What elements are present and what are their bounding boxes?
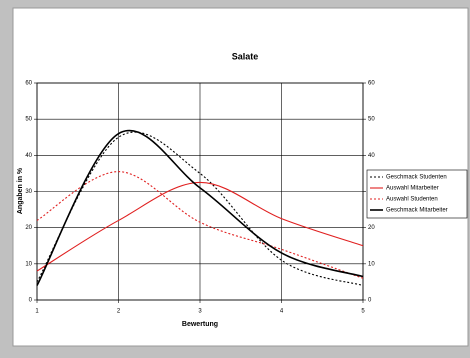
plot-area — [36, 82, 364, 301]
y2-tick-label: 0 — [368, 298, 372, 304]
x-tick-label: 3 — [198, 309, 202, 315]
series-line — [36, 131, 364, 287]
legend-label: Auswahl Mitarbeiter — [386, 186, 439, 192]
y2-tick-label: 10 — [368, 261, 375, 267]
chart-title: Salate — [232, 51, 259, 61]
legend-label: Geschmack Mitarbeiter — [386, 208, 448, 214]
y-tick-label: 10 — [25, 261, 32, 267]
legend-label: Geschmack Studenten — [386, 175, 447, 181]
series-line — [36, 181, 364, 272]
legend-label: Auswahl Studenten — [386, 197, 438, 203]
legend-box — [366, 169, 468, 219]
y-axis-label: Angaben in % — [17, 167, 24, 214]
x-tick-label: 1 — [35, 309, 39, 315]
y2-tick-label: 60 — [368, 81, 375, 87]
y2-tick-label: 20 — [368, 225, 375, 231]
x-axis-label: Bewertung — [182, 321, 218, 328]
y2-tick-label: 50 — [368, 117, 375, 123]
series-line — [36, 129, 364, 286]
y-tick-label: 60 — [25, 81, 32, 87]
y-tick-label: 20 — [25, 225, 32, 231]
x-tick-label: 2 — [117, 309, 121, 315]
y-tick-label: 50 — [25, 117, 32, 123]
x-tick-label: 5 — [361, 309, 365, 315]
x-tick-label: 4 — [280, 309, 284, 315]
y-tick-label: 30 — [25, 189, 32, 195]
y-tick-label: 40 — [25, 153, 32, 159]
y-tick-label: 0 — [29, 298, 33, 304]
y2-tick-label: 40 — [368, 153, 375, 159]
series-line — [36, 171, 364, 279]
